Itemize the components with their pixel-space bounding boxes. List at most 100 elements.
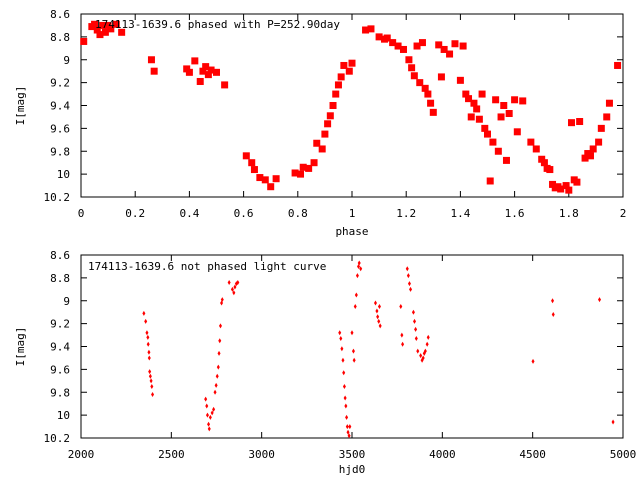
phased-data-point xyxy=(348,59,356,67)
phased-y-tick-label: 9 xyxy=(63,54,70,67)
phased-data-point xyxy=(413,42,421,50)
phased-data-point xyxy=(261,176,269,184)
unphased-data-point xyxy=(377,318,381,324)
phased-data-point xyxy=(207,66,215,74)
unphased-data-point xyxy=(342,384,346,390)
phased-data-point xyxy=(204,71,212,79)
unphased-data-point xyxy=(230,286,234,292)
phased-data-point xyxy=(589,145,597,153)
unphased-data-point xyxy=(551,311,555,317)
unphased-data-point xyxy=(146,341,150,347)
unphased-data-point xyxy=(426,334,430,340)
unphased-data-point xyxy=(204,396,208,402)
phased-data-point xyxy=(519,97,527,105)
phased-data-point xyxy=(112,20,120,28)
unphased-data-point xyxy=(413,318,417,324)
unphased-data-point xyxy=(218,323,222,329)
phased-data-point xyxy=(557,185,565,193)
phased-data-point xyxy=(473,105,481,113)
phased-data-point xyxy=(421,84,429,92)
phased-data-point xyxy=(546,166,554,174)
unphased-data-point xyxy=(151,392,155,398)
phased-data-point xyxy=(470,99,478,107)
unphased-x-tick-label: 4000 xyxy=(429,448,456,461)
unphased-y-tick-label: 9.8 xyxy=(50,386,70,399)
phased-x-tick-label: 1 xyxy=(349,207,356,220)
unphased-data-point xyxy=(340,346,344,352)
phased-data-point xyxy=(565,186,573,194)
phased-data-point xyxy=(440,45,448,53)
phased-y-tick-label: 9.2 xyxy=(50,77,70,90)
phased-x-tick-label: 1.2 xyxy=(396,207,416,220)
phased-data-point xyxy=(484,130,491,138)
unphased-data-point xyxy=(414,335,418,341)
unphased-data-point xyxy=(414,326,418,332)
phased-data-point xyxy=(489,138,497,146)
phased-data-point xyxy=(595,138,603,146)
unphased-data-point xyxy=(207,421,211,427)
phased-data-point xyxy=(196,77,204,85)
phased-data-point xyxy=(446,50,454,58)
unphased-data-point xyxy=(220,297,224,303)
phased-data-point xyxy=(586,152,594,160)
phased-data-point xyxy=(481,124,489,132)
unphased-y-tick-label: 8.6 xyxy=(50,249,70,262)
unphased-x-ticks: 2000 2500 3000 3500 4000 4500 5000 xyxy=(68,255,636,461)
phased-data-point xyxy=(576,118,584,126)
phased-data-point xyxy=(513,128,521,136)
phased-x-tick-label: 0 xyxy=(78,207,85,220)
unphased-plot-frame xyxy=(80,254,624,439)
unphased-x-tick-label: 4500 xyxy=(519,448,546,461)
phased-data-point xyxy=(202,63,210,71)
phased-data-point xyxy=(486,177,494,185)
unphased-y-tick-label: 9.4 xyxy=(50,341,70,354)
phased-data-point xyxy=(313,139,321,147)
unphased-data-point xyxy=(210,410,214,416)
phased-data-point xyxy=(424,90,432,98)
phased-data-point xyxy=(451,40,459,48)
phased-data-point xyxy=(99,21,107,29)
phased-data-point xyxy=(605,99,613,107)
phased-x-tick-label: 0.8 xyxy=(288,207,308,220)
phased-data-point xyxy=(305,164,313,172)
unphased-data-point xyxy=(611,419,615,425)
unphased-data-point xyxy=(236,279,240,285)
unphased-data-point xyxy=(423,348,427,354)
phased-x-tick-label: 1.4 xyxy=(450,207,470,220)
phased-data-point xyxy=(573,178,581,186)
unphased-data-point xyxy=(232,290,236,296)
phased-data-point xyxy=(465,95,473,103)
phased-data-point xyxy=(427,99,435,107)
phased-plot-title: 174113-1639.6 phased with P=252.90day xyxy=(95,18,340,31)
phased-data-point xyxy=(96,31,104,39)
unphased-data-point xyxy=(405,266,409,272)
phased-data-point xyxy=(408,64,416,72)
phased-data-point xyxy=(332,90,340,98)
phased-data-point xyxy=(568,119,576,127)
unphased-data-point xyxy=(407,281,411,287)
phased-data-point xyxy=(597,124,605,132)
unphased-data-point xyxy=(218,338,222,344)
phased-data-point xyxy=(101,28,109,36)
phased-data-point xyxy=(248,159,256,167)
phased-data-point xyxy=(492,96,500,104)
phased-data-point xyxy=(494,147,502,155)
unphased-data-point xyxy=(147,349,151,355)
phased-data-point xyxy=(562,182,570,190)
phased-data-point xyxy=(459,42,467,50)
unphased-data-point xyxy=(212,406,216,412)
phased-data-point xyxy=(416,79,424,87)
phased-data-point xyxy=(334,81,342,89)
unphased-data-point xyxy=(149,378,153,384)
unphased-data-point xyxy=(213,389,217,395)
unphased-x-tick-label: 2500 xyxy=(158,448,185,461)
phased-data-point xyxy=(362,26,370,34)
phased-data-point xyxy=(337,73,345,81)
phased-data-point xyxy=(456,76,464,84)
unphased-data-point xyxy=(355,273,359,279)
phased-data-point xyxy=(497,113,505,121)
unphased-data-point xyxy=(146,334,150,340)
phased-data-point xyxy=(93,26,101,34)
phased-data-point xyxy=(329,102,337,109)
